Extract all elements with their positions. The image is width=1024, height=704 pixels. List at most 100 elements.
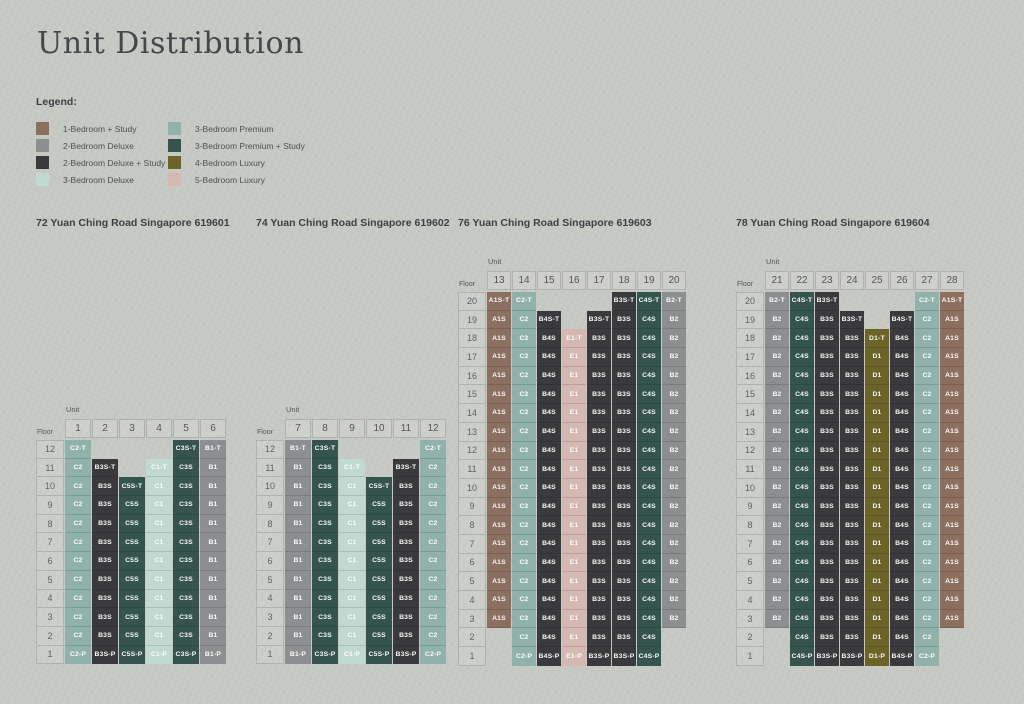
unit-cell: D1 (865, 385, 889, 405)
unit-cell: C2 (915, 497, 939, 517)
unit-cell: B2 (765, 329, 789, 349)
unit-cell: C2 (512, 329, 536, 349)
unit-cell: C2 (512, 478, 536, 498)
unit-cell: C5S (366, 570, 392, 590)
empty-cell (119, 440, 145, 459)
unit-cell: B3S (840, 497, 864, 517)
floor-number: 17 (736, 348, 764, 367)
unit-cell: C3S (173, 458, 199, 478)
unit-cell: B4S (537, 516, 561, 535)
legend: Legend: 1-Bedroom + Study 2-Bedroom Delux… (36, 96, 305, 188)
unit-cell: B4S (890, 404, 914, 423)
floor-row: 1 C2-P B3S-P C5S-P C1-P C3S-P B1-P (36, 645, 227, 665)
unit-number: 3 (119, 419, 145, 438)
unit-cell: B2 (662, 404, 686, 423)
empty-cell (366, 459, 392, 478)
unit-cell: D1 (865, 460, 889, 479)
unit-cell: B2 (765, 404, 789, 423)
unit-cell: C3S (312, 626, 338, 646)
unit-cell: B2 (765, 516, 789, 535)
unit-cell: B2 (662, 591, 686, 610)
unit-cell: C4S (790, 422, 814, 442)
unit-cell: C5S (119, 496, 145, 515)
unit-cell: B4S (890, 329, 914, 349)
unit-cell: C1 (146, 552, 172, 571)
unit-cell: C4S (637, 348, 661, 367)
floor-row: 3 B2 C4S B3S B3S D1 B4S C2 A1S (736, 609, 965, 629)
unit-cell: B3S (612, 366, 636, 386)
floor-row: 4 A1S C2 B4S E1 B3S B3S C4S B2 (458, 591, 687, 610)
unit-cell: B4S-T (537, 310, 561, 330)
unit-cell: E1 (562, 572, 586, 591)
unit-cell: C3S (173, 608, 199, 627)
unit-cell: C3S-P (173, 645, 199, 665)
building-title: 78 Yuan Ching Road Singapore 619604 (736, 217, 930, 229)
floor-number: 8 (256, 514, 284, 534)
unit-cell: D1 (865, 497, 889, 517)
unit-cell: B4S (537, 609, 561, 629)
legend-title: Legend: (36, 96, 77, 108)
unit-cell: B3S (587, 460, 611, 479)
unit-axis-label: Unit (286, 405, 300, 414)
unit-cell: B3S-P (92, 645, 118, 665)
floor-row: 8 C2 B3S C5S C1 C3S B1 (36, 514, 227, 534)
unit-cell: C2 (420, 552, 446, 571)
unit-cell: C2 (915, 404, 939, 423)
unit-cell: C4S (637, 572, 661, 591)
unit-cell: D1 (865, 516, 889, 535)
unit-cell: B2 (765, 366, 789, 386)
unit-number: 19 (637, 271, 661, 290)
unit-cell: C2-T (512, 292, 536, 311)
unit-cell: B1 (285, 626, 311, 646)
legend-item: 4-Bedroom Luxury (168, 154, 305, 171)
unit-number: 16 (562, 271, 586, 290)
unit-cell: B2 (765, 348, 789, 367)
unit-cell: B3S (840, 460, 864, 479)
legend-item: 5-Bedroom Luxury (168, 171, 305, 188)
unit-cell: C4S (790, 609, 814, 629)
unit-cell: B3S (815, 441, 839, 461)
unit-cell: C2 (65, 477, 91, 497)
unit-cell: D1-T (865, 329, 889, 349)
floor-number: 1 (256, 645, 284, 665)
unit-cell: A1S (487, 572, 511, 591)
unit-cell: E1 (562, 441, 586, 461)
unit-cell: C4S (790, 553, 814, 573)
floor-row: 3 A1S C2 B4S E1 B3S B3S C4S B2 (458, 609, 687, 629)
floor-row: 10 B1 C3S C1 C5S-T B3S C2 (256, 477, 447, 497)
unit-cell: B2 (662, 385, 686, 405)
unit-cell: B3S (840, 404, 864, 423)
floor-row: 12 C2-T C3S-T B1-T (36, 440, 227, 459)
unit-cell: C4S (790, 385, 814, 405)
unit-cell: C2 (512, 366, 536, 386)
unit-cell: B3S (612, 572, 636, 591)
unit-cell: C1-T (146, 458, 172, 478)
empty-cell (92, 440, 118, 459)
unit-cell: C4S (637, 516, 661, 535)
unit-cell: B3S (612, 497, 636, 517)
unit-cell: B3S (92, 514, 118, 534)
floor-number: 11 (736, 460, 764, 479)
unit-cell: D1 (865, 422, 889, 442)
unit-cell: B3S (612, 609, 636, 629)
unit-cell: B3S (815, 497, 839, 517)
floor-row: 6 A1S C2 B4S E1 B3S B3S C4S B2 (458, 553, 687, 573)
unit-cell: C4S (637, 553, 661, 573)
unit-cell: A1S (940, 497, 964, 517)
unit-cell: B3S (612, 385, 636, 405)
unit-cell: B2 (765, 497, 789, 517)
unit-cell: A1S (487, 516, 511, 535)
unit-cell: C2 (512, 404, 536, 423)
floor-number: 9 (36, 496, 64, 515)
unit-cell: B4S-P (537, 647, 561, 666)
floor-row: 7 B2 C4S B3S B3S D1 B4S C2 A1S (736, 534, 965, 554)
unit-cell: B2 (662, 441, 686, 461)
legend-color-swatch (168, 122, 181, 135)
unit-cell: B1-T (285, 440, 311, 459)
unit-cell: B3S (815, 609, 839, 629)
unit-cell: B3S (92, 552, 118, 571)
unit-cell: B4S (537, 441, 561, 461)
unit-cell: B3S (815, 478, 839, 498)
